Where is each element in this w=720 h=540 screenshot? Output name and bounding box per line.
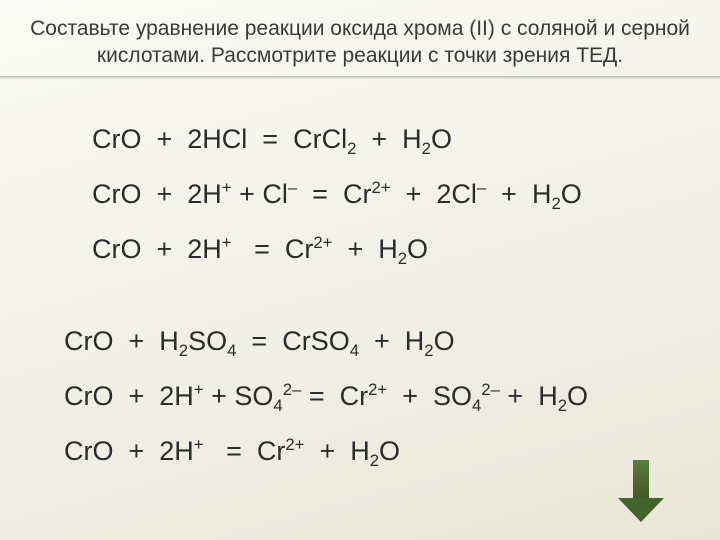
equation-row: CrO + 2HCl = CrCl2 + H2O [92, 126, 582, 153]
eq-term: O [379, 438, 400, 465]
eq-term: = [301, 383, 339, 410]
eq-term: O [567, 383, 588, 410]
eq-term: O [434, 328, 455, 355]
eq-term: SO [433, 383, 472, 410]
eq-term: = [297, 181, 343, 208]
eq-term: SO [188, 328, 227, 355]
eq-term: O [431, 126, 452, 153]
eq-term: + [142, 181, 188, 208]
eq-term: + [114, 438, 160, 465]
eq-term: Cr [257, 438, 286, 465]
eq-term: + [142, 236, 188, 263]
eq-term: 2H [159, 438, 194, 465]
eq-term: + [114, 383, 160, 410]
eq-term: Cr [285, 236, 314, 263]
eq-term: = [204, 438, 257, 465]
eq-term: 2H [159, 383, 194, 410]
eq-term: CrO [64, 438, 114, 465]
eq-term: + [332, 236, 378, 263]
eq-term: + [232, 181, 263, 208]
equation-group-hcl: CrO + 2HCl = CrCl2 + H2O CrO + 2H+ + Cl–… [92, 126, 582, 291]
equation-row: CrO + 2H+ + SO42– = Cr2+ + SO42– + H2O [64, 383, 588, 410]
equation-row: CrO + H2SO4 = CrSO4 + H2O [64, 328, 588, 355]
eq-term: + [304, 438, 350, 465]
eq-term: CrO [64, 328, 114, 355]
eq-term: + [500, 383, 538, 410]
eq-term: + [391, 181, 437, 208]
eq-term: Cr [343, 181, 372, 208]
eq-term: + [114, 328, 160, 355]
eq-term: + [359, 328, 405, 355]
eq-term: H [405, 328, 425, 355]
eq-term: + [142, 126, 188, 153]
eq-term: O [407, 236, 428, 263]
eq-term: H [402, 126, 422, 153]
eq-term: H [532, 181, 552, 208]
eq-term: SO [234, 383, 273, 410]
eq-term: + [387, 383, 433, 410]
task-underline [0, 76, 720, 79]
eq-term: CrO [64, 383, 114, 410]
eq-term: + [356, 126, 402, 153]
eq-term: Cr [340, 383, 369, 410]
eq-term: CrO [92, 181, 142, 208]
eq-term: H [378, 236, 398, 263]
eq-term: H [159, 328, 179, 355]
eq-term: O [561, 181, 582, 208]
eq-term: + [204, 383, 235, 410]
equation-group-h2so4: CrO + H2SO4 = CrSO4 + H2O CrO + 2H+ + SO… [64, 328, 588, 493]
eq-term: + [486, 181, 532, 208]
eq-term: = [236, 328, 282, 355]
eq-term: CrO [92, 236, 142, 263]
eq-term: 2Cl [436, 181, 477, 208]
eq-term: Cl [262, 181, 288, 208]
eq-term: 2HCl [187, 126, 247, 153]
eq-term: CrO [92, 126, 142, 153]
eq-term: = [247, 126, 293, 153]
equation-row: CrO + 2H+ + Cl– = Cr2+ + 2Cl– + H2O [92, 181, 582, 208]
eq-term: H [538, 383, 558, 410]
equation-row: CrO + 2H+ = Cr2+ + H2O [92, 236, 582, 263]
eq-term: 2H [187, 236, 222, 263]
eq-term: 2H [187, 181, 222, 208]
task-text: Составьте уравнение реакции оксида хрома… [16, 16, 704, 70]
eq-term: H [350, 438, 370, 465]
eq-term: CrSO [282, 328, 350, 355]
eq-term: CrCl [293, 126, 347, 153]
arrow-down-icon [618, 460, 664, 522]
eq-term: = [232, 236, 285, 263]
equation-row: CrO + 2H+ = Cr2+ + H2O [64, 438, 588, 465]
